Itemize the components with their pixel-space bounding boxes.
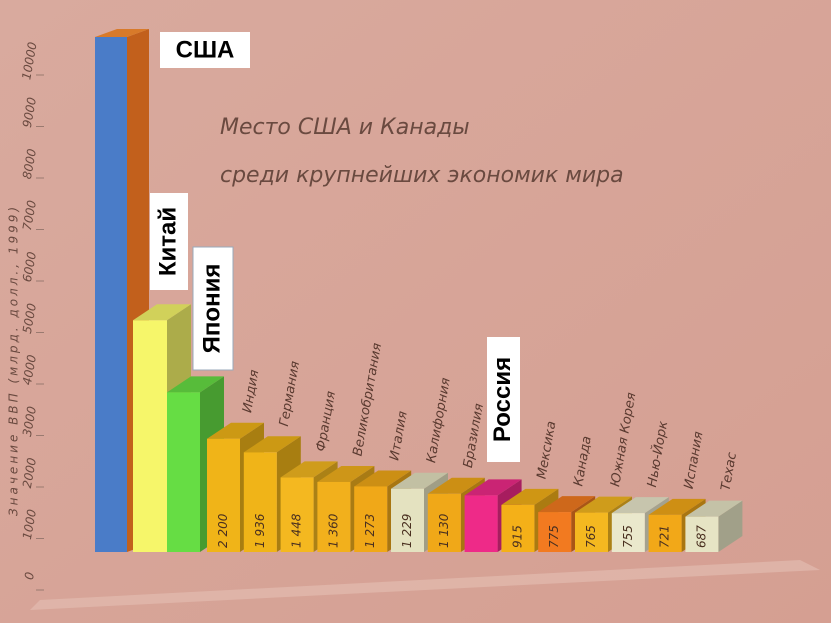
bar-top [648, 498, 706, 515]
chart-subtitle: среди крупнейших экономик мира [220, 163, 624, 188]
y-tick-label: 6000 [20, 250, 39, 283]
floor [30, 560, 820, 610]
bar-top [207, 422, 264, 439]
bar-top [464, 479, 522, 496]
value-label: 775 [547, 525, 561, 548]
y-tick-label: 9000 [20, 96, 39, 129]
value-label: 721 [658, 525, 672, 548]
category-label: Япония [198, 264, 225, 354]
bar-top [391, 472, 448, 489]
label-box [150, 193, 188, 290]
y-tick-label: 5000 [20, 302, 39, 335]
bar [575, 512, 608, 552]
bar-side [718, 500, 743, 552]
bar-top [354, 470, 412, 487]
value-label: 1 273 [363, 514, 377, 548]
value-label: 755 [621, 525, 635, 548]
bar-top [280, 461, 338, 478]
y-tick-label: 8000 [20, 147, 39, 180]
value-label: 765 [584, 525, 598, 548]
bar-top [427, 477, 485, 494]
bar-top [167, 376, 224, 393]
bar [95, 37, 127, 552]
bar [354, 486, 388, 552]
value-label: 1 936 [253, 513, 267, 548]
value-label: 915 [510, 525, 524, 548]
bar-top [317, 465, 375, 482]
y-tick-label: 4000 [20, 353, 39, 386]
bar [648, 514, 682, 552]
value-label: 687 [694, 525, 708, 548]
label-box [192, 246, 234, 371]
bar-top [133, 304, 191, 321]
y-axis-title: Значение ВВП (млрд. долл., 1999) [7, 204, 21, 516]
y-tick-label: 10000 [19, 41, 39, 81]
category-label: Техас [719, 451, 741, 492]
bar-top [243, 436, 301, 453]
bar [611, 513, 645, 552]
bar-top [685, 500, 743, 517]
bar-top [611, 497, 669, 514]
bar [207, 438, 240, 552]
label-box [160, 32, 250, 68]
value-label: 1 360 [326, 513, 340, 548]
bar [133, 320, 167, 552]
y-tick-label: 0 [22, 571, 37, 581]
category-label: США [176, 36, 235, 63]
value-label: 2 200 [216, 513, 230, 548]
bar [243, 452, 277, 552]
category-label: Индия [240, 368, 262, 414]
bar-top [95, 29, 149, 37]
category-label: Китай [154, 207, 181, 276]
value-label: 1 448 [290, 513, 304, 548]
y-tick-label: 7000 [20, 199, 39, 232]
bar [501, 504, 535, 552]
bar-top [575, 496, 632, 513]
bar [167, 392, 200, 552]
bar [280, 477, 314, 552]
y-tick-label: 3000 [20, 405, 39, 438]
y-tick-label: 1000 [20, 508, 39, 541]
bar-top [501, 488, 559, 505]
bar [317, 481, 351, 552]
bar-top [538, 496, 596, 513]
chart-title: Место США и Канады [220, 115, 470, 140]
bar [427, 493, 461, 552]
bar [464, 495, 498, 552]
bar [538, 512, 572, 552]
value-label: 1 130 [437, 513, 451, 548]
category-label: Россия [489, 357, 516, 442]
bar [391, 488, 424, 552]
bar [685, 516, 719, 552]
label-box [487, 337, 520, 462]
y-tick-label: 2000 [20, 456, 39, 489]
value-label: 1 229 [400, 514, 414, 548]
